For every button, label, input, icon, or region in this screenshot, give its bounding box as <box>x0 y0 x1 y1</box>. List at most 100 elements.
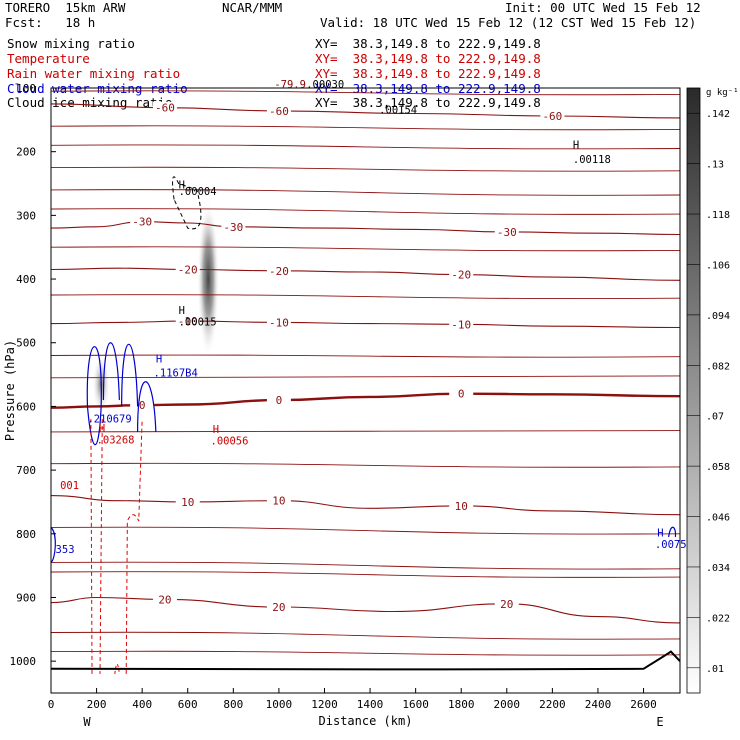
model-title: TORERO 15km ARW <box>5 0 126 15</box>
colorbar-label: .022 <box>706 613 730 624</box>
temperature-isotherm <box>50 561 681 570</box>
colorbar-label: .094 <box>706 311 730 322</box>
temperature-label: -60 <box>155 102 175 115</box>
snow-shading-column <box>197 201 220 358</box>
temperature-label-bg <box>266 104 291 116</box>
field-xy-rain: XY= 38.3,149.8 to 222.9,149.8 <box>315 66 541 81</box>
rain-water-contour <box>114 663 120 674</box>
x-tick-label: 2000 <box>494 698 521 711</box>
x-axis-label: Distance (km) <box>319 714 413 728</box>
annotation-label: -79.9 <box>274 79 306 91</box>
cloud-water-contour <box>121 343 139 407</box>
colorbar-label: .034 <box>706 563 730 574</box>
x-tick-label: 2200 <box>539 698 566 711</box>
temperature-isotherm <box>50 125 681 131</box>
y-tick-label: 200 <box>16 146 36 159</box>
field-name-snow: Snow mixing ratio <box>7 36 135 51</box>
colorbar <box>686 87 701 694</box>
temperature-label: 0 <box>458 388 465 401</box>
temperature-label: -30 <box>497 226 517 239</box>
cloud-water-contour <box>50 526 56 563</box>
temperature-label: -20 <box>269 265 289 278</box>
temperature-isotherm <box>50 144 681 150</box>
temperature-label-bg <box>152 101 177 113</box>
temperature-contour--60 <box>50 103 681 119</box>
temperature-isotherm <box>50 462 681 468</box>
plot-frame <box>50 87 681 694</box>
temperature-label-bg <box>130 399 155 411</box>
temperature-isotherm <box>50 166 681 172</box>
temperature-label-bg <box>266 601 291 613</box>
temperature-label-bg <box>266 394 291 406</box>
temperature-isotherm <box>50 354 681 358</box>
y-tick-label: 100 <box>16 82 36 95</box>
annotation-label: 353 <box>56 544 75 556</box>
chart-header: TORERO 15km ARW NCAR/MMM Init: 00 UTC We… <box>0 0 740 112</box>
x-tick-label: 1200 <box>311 698 338 711</box>
temperature-isotherm <box>50 189 681 196</box>
temperature-label: -60 <box>269 105 289 118</box>
annotation-label: H <box>179 305 185 317</box>
temperature-label: 20 <box>500 598 513 611</box>
field-xy-temperature: XY= 38.3,149.8 to 222.9,149.8 <box>315 51 541 66</box>
temperature-label: 10 <box>181 496 194 509</box>
init-time: Init: 00 UTC Wed 15 Feb 12 <box>505 0 701 15</box>
annotation-label: .00004 <box>179 186 217 198</box>
cloud-water-contour <box>102 342 120 401</box>
y-tick-label: 500 <box>16 337 36 350</box>
temperature-label: -30 <box>223 221 243 234</box>
cloud-water-contour <box>137 381 157 432</box>
endpoint-east: E <box>656 715 663 729</box>
x-tick-label: 800 <box>223 698 243 711</box>
y-tick-label: 300 <box>16 209 36 222</box>
rain-water-contour <box>125 419 143 674</box>
temperature-contour--20 <box>50 267 681 281</box>
annotation-label: .00030 <box>306 79 344 91</box>
temperature-label-bg <box>266 494 291 506</box>
temperature-label: -30 <box>132 216 152 229</box>
temperature-isotherm <box>50 430 681 433</box>
x-tick-label: 1000 <box>266 698 293 711</box>
field-name-rain: Rain water mixing ratio <box>7 66 181 81</box>
temperature-contour-10 <box>50 495 681 516</box>
temperature-isotherm <box>50 631 681 640</box>
x-tick-label: 400 <box>132 698 152 711</box>
temperature-label: -20 <box>178 264 198 277</box>
temperature-label: 0 <box>276 394 283 407</box>
terrain-line <box>50 650 681 671</box>
endpoint-west: W <box>83 715 91 729</box>
temperature-isotherm <box>50 650 681 656</box>
annotation-label: .03268 <box>97 434 135 446</box>
x-tick-label: 1800 <box>448 698 475 711</box>
rain-water-contour <box>90 419 103 674</box>
temperature-label-bg <box>152 593 177 605</box>
temperature-isotherm <box>50 526 681 535</box>
temperature-label: 0 <box>139 399 146 412</box>
field-xy-cloud-ice: XY= 38.3,149.8 to 222.9,149.8 <box>315 95 541 110</box>
forecast-hour: Fcst: 18 h <box>5 15 96 30</box>
temperature-label-bg <box>449 499 474 511</box>
temperature-label: -10 <box>451 318 471 331</box>
temperature-label-bg <box>175 315 200 327</box>
colorbar-label: .118 <box>706 210 730 221</box>
temperature-label: 20 <box>272 601 285 614</box>
temperature-label-bg <box>221 220 246 232</box>
field-xy-snow: XY= 38.3,149.8 to 222.9,149.8 <box>315 36 541 51</box>
temperature-contour--30 <box>50 221 681 236</box>
center-title: NCAR/MMM <box>222 0 283 15</box>
annotation-label: H <box>179 180 185 192</box>
y-tick-label: 700 <box>16 464 36 477</box>
annotation-label: .00015 <box>179 317 217 329</box>
annotation-label: H <box>156 353 162 365</box>
annotation-label: 001 <box>60 480 79 492</box>
x-tick-label: 600 <box>178 698 198 711</box>
colorbar-label: .142 <box>706 109 730 120</box>
annotation-label: .00154 <box>379 104 417 116</box>
temperature-label: -10 <box>269 316 289 329</box>
temperature-label-bg <box>175 495 200 507</box>
colorbar-label: .058 <box>706 462 730 473</box>
temperature-isotherm <box>50 375 681 379</box>
y-tick-label: 900 <box>16 591 36 604</box>
y-axis-label: Pressure (hPa) <box>3 340 17 441</box>
